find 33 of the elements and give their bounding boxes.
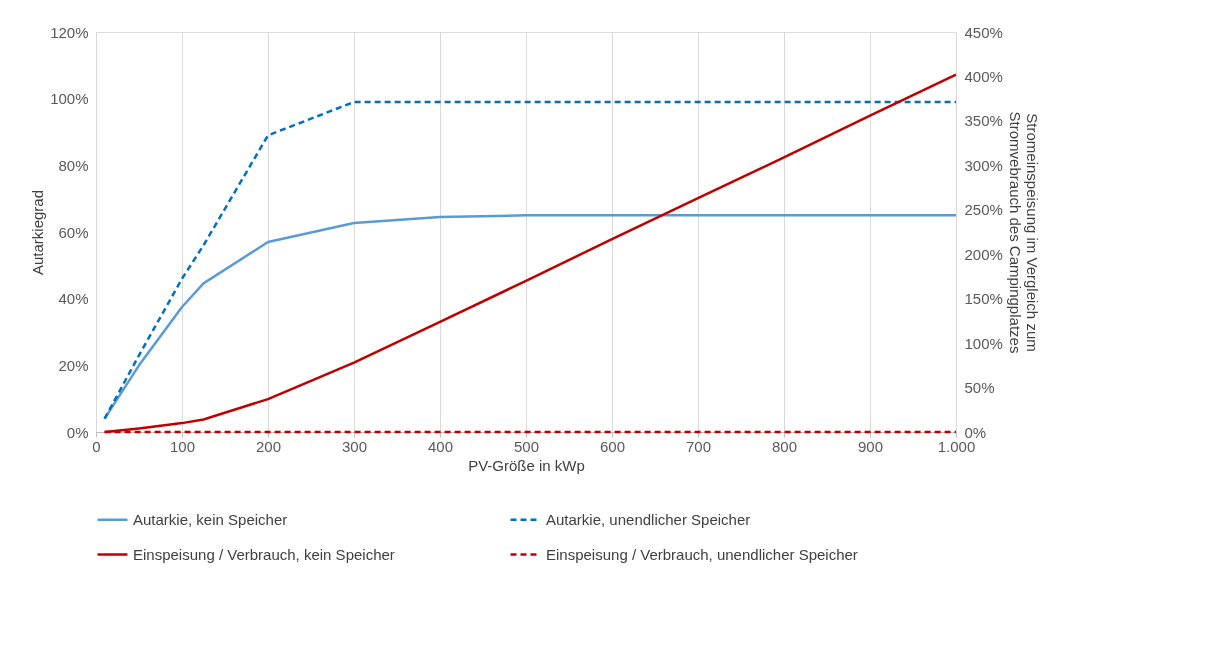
legend-label: Einspeisung / Verbrauch, unendlicher Speicher: [546, 545, 858, 563]
y2-axis-title: Stromeinspeisung im Vergleich zum Stromvebrauch des Campingplatzes: [1006, 111, 1041, 354]
x-tick-label: 500: [513, 437, 540, 455]
legend-label: Einspeisung / Verbrauch, kein Speicher: [133, 545, 395, 563]
y2-tick-label: 350%: [964, 112, 1003, 130]
x-tick-label: 300: [341, 437, 368, 455]
y-tick-label: 0%: [66, 423, 89, 441]
y2-tick-label: 450%: [964, 23, 1003, 41]
y2-tick-label: 200%: [964, 245, 1003, 263]
x-tick-label: 0: [92, 437, 101, 455]
x-tick-label: 700: [685, 437, 712, 455]
x-tick-label: 200: [255, 437, 282, 455]
y2-tick-label: 300%: [964, 156, 1003, 174]
x-tick-label: 900: [857, 437, 884, 455]
x-tick-label: 400: [427, 437, 454, 455]
legend-label: Autarkie, kein Speicher: [133, 510, 288, 528]
y2-tick-label: 50%: [964, 379, 995, 397]
y-tick-label: 120%: [50, 23, 89, 41]
legend-label: Autarkie, unendlicher Speicher: [546, 510, 751, 528]
y2-tick-label: 150%: [964, 290, 1003, 308]
x-tick-label: 100: [169, 437, 196, 455]
y2-tick-label: 250%: [964, 201, 1003, 219]
y-tick-label: 40%: [58, 290, 89, 308]
y2-tick-label: 400%: [964, 67, 1003, 85]
x-tick-label: 800: [771, 437, 798, 455]
y-tick-label: 60%: [58, 223, 89, 241]
y-tick-label: 80%: [58, 156, 89, 174]
x-axis-title: PV-Größe in kWp: [468, 456, 585, 474]
y-tick-label: 100%: [50, 90, 89, 108]
y-axis-title: Autarkiegrad: [29, 189, 47, 276]
y-tick-label: 20%: [58, 356, 89, 374]
x-tick-label: 600: [599, 437, 626, 455]
y2-tick-label: 100%: [964, 334, 1003, 352]
